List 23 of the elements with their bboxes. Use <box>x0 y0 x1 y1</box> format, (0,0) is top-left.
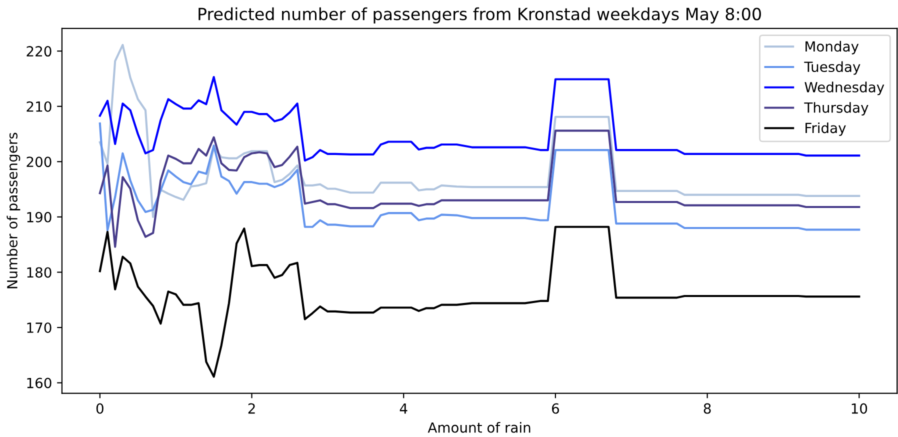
chart-title: Predicted number of passengers from Kronstad weekdays May 8:00 <box>198 7 761 24</box>
y-tick-label: 220 <box>26 46 52 57</box>
line-series <box>98 226 860 378</box>
x-tick-label: 2 <box>248 403 255 414</box>
x-tick-label: 4 <box>400 403 408 414</box>
y-tick-label: 170 <box>27 322 52 333</box>
x-axis-title: Amount of rain <box>428 422 530 433</box>
y-axis-title: Number of passengers <box>6 132 20 288</box>
legend-label: Tuesday <box>804 61 860 75</box>
x-tick-label: 8 <box>704 403 711 414</box>
y-tick-label: 190 <box>27 212 52 222</box>
y-tick-label: 180 <box>27 267 52 278</box>
y-tick-label: 210 <box>26 101 52 112</box>
y-tick-label: 200 <box>26 156 52 168</box>
x-tick-label: 10 <box>852 403 868 414</box>
line-series <box>98 122 860 232</box>
legend-label: Monday <box>806 40 859 54</box>
y-tick-label: 160 <box>27 378 52 388</box>
x-tick-label: 0 <box>96 403 104 414</box>
legend-label: Friday <box>806 122 846 136</box>
legend-label: Wednesday <box>804 82 884 96</box>
legend-label: Thursday <box>804 102 868 116</box>
x-tick-label: 6 <box>552 403 559 414</box>
